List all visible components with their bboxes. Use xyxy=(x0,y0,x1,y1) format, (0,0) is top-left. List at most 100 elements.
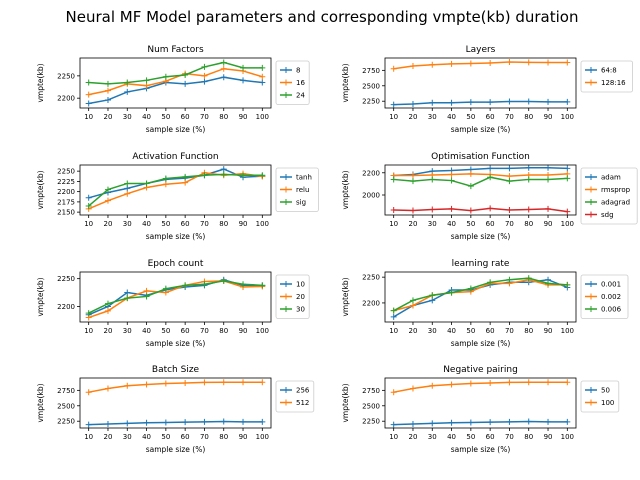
data-point xyxy=(467,60,474,67)
legend: 256 512 xyxy=(275,380,315,413)
series-line-16 xyxy=(88,67,263,96)
x-axis-label: sample size (%) xyxy=(451,445,511,454)
x-tick-label: 60 xyxy=(486,113,495,121)
legend-label: 0.006 xyxy=(601,306,622,314)
data-point xyxy=(143,180,150,187)
data-point xyxy=(487,99,494,106)
legend-label: adagrad xyxy=(601,199,630,207)
x-tick-label: 30 xyxy=(428,433,437,441)
x-tick-label: 100 xyxy=(561,220,574,228)
legend-label: sdg xyxy=(601,211,614,219)
legend-label: 0.002 xyxy=(601,293,621,301)
x-tick-label: 40 xyxy=(142,327,151,335)
x-tick-label: 90 xyxy=(239,433,248,441)
data-point xyxy=(259,64,266,71)
subplot-title: Batch Size xyxy=(152,365,200,375)
data-point xyxy=(467,183,474,190)
x-tick-label: 30 xyxy=(123,113,132,121)
data-point xyxy=(525,275,532,282)
x-tick-label: 100 xyxy=(256,433,269,441)
y-tick-label: 2250 xyxy=(362,98,380,106)
x-tick-label: 10 xyxy=(84,113,93,121)
data-point xyxy=(506,173,513,180)
data-point xyxy=(259,172,266,179)
x-tick-label: 70 xyxy=(200,327,209,335)
x-tick-label: 80 xyxy=(524,327,533,335)
x-tick-label: 100 xyxy=(561,327,574,335)
data-point xyxy=(409,63,416,70)
x-tick-label: 90 xyxy=(239,327,248,335)
data-point xyxy=(104,80,111,87)
x-tick-label: 70 xyxy=(505,327,514,335)
legend-marker xyxy=(588,174,594,180)
x-tick-label: 100 xyxy=(256,113,269,121)
data-point xyxy=(564,208,571,215)
y-tick-label: 2225 xyxy=(57,178,75,186)
data-point xyxy=(220,171,227,178)
data-point xyxy=(525,98,532,105)
data-point xyxy=(201,418,208,425)
data-point xyxy=(409,302,416,309)
legend-box xyxy=(275,274,310,319)
y-tick-label: 2250 xyxy=(57,72,75,80)
subplot-6: learning rate 10 20 30 40 50 60 70 80 90 100 2200 22… xyxy=(341,259,629,348)
data-point xyxy=(220,379,227,386)
legend-label: tanh xyxy=(296,174,312,182)
x-tick-label: 70 xyxy=(505,220,514,228)
legend-marker xyxy=(283,79,289,86)
x-tick-label: 10 xyxy=(84,327,93,335)
x-tick-label: 70 xyxy=(505,433,514,441)
subplot-4: Optimisation Function 10 20 30 40 50 60 70 80 90 1… xyxy=(341,152,638,241)
data-point xyxy=(448,205,455,212)
x-tick-label: 60 xyxy=(486,327,495,335)
data-point xyxy=(390,313,397,320)
y-tick-label: 2500 xyxy=(57,402,75,410)
x-tick-label: 20 xyxy=(409,113,418,121)
x-tick-label: 90 xyxy=(239,113,248,121)
y-axis-label: vmpte(kb) xyxy=(341,277,350,316)
data-point xyxy=(124,88,131,95)
data-point xyxy=(220,59,227,66)
data-point xyxy=(124,382,131,389)
data-point xyxy=(545,59,552,66)
data-point xyxy=(506,276,513,283)
data-point xyxy=(124,190,131,197)
series-line-0.002 xyxy=(393,278,568,312)
x-tick-label: 70 xyxy=(200,113,209,121)
x-tick-label: 40 xyxy=(142,220,151,228)
data-point xyxy=(201,78,208,85)
data-point xyxy=(525,206,532,213)
data-point xyxy=(124,79,131,86)
legend-label: 256 xyxy=(296,387,310,395)
legend-label: sig xyxy=(296,199,306,207)
plot-frame xyxy=(79,57,272,109)
legend-label: 20 xyxy=(296,293,305,301)
data-point xyxy=(182,173,189,180)
data-point xyxy=(390,207,397,213)
data-point xyxy=(104,300,111,307)
x-tick-label: 100 xyxy=(256,220,269,228)
data-point xyxy=(525,418,532,425)
data-point xyxy=(182,71,189,78)
x-tick-label: 50 xyxy=(466,113,475,121)
subplot-2: Layers 10 20 30 40 50 60 70 80 90 100 2250 2500 2750 s… xyxy=(341,45,633,134)
series-line-sdg xyxy=(393,207,568,213)
legend-marker xyxy=(283,387,289,393)
x-tick-label: 20 xyxy=(409,327,418,335)
x-tick-label: 10 xyxy=(389,113,398,121)
subplot-5: Epoch count 10 20 30 40 50 60 70 80 90 100 2200 2250… xyxy=(36,259,310,348)
data-point xyxy=(467,380,474,387)
data-point xyxy=(409,385,416,392)
x-axis-label: sample size (%) xyxy=(146,232,206,241)
legend-label: 30 xyxy=(296,306,305,314)
data-point xyxy=(162,73,169,80)
x-tick-label: 50 xyxy=(161,113,170,121)
legend-label: 16 xyxy=(296,79,305,87)
plot-frame xyxy=(79,377,272,429)
y-tick-label: 2250 xyxy=(57,418,75,426)
data-point xyxy=(564,418,571,425)
data-point xyxy=(259,282,266,289)
legend-label: 8 xyxy=(296,67,300,75)
x-tick-label: 80 xyxy=(219,433,228,441)
data-point xyxy=(525,379,532,386)
